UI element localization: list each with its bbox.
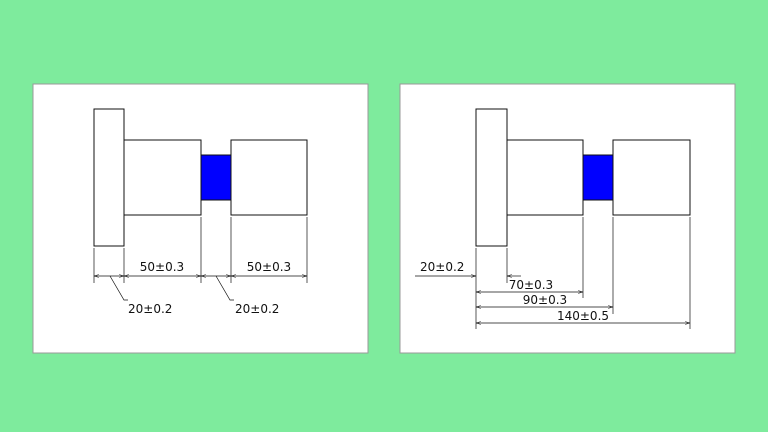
dimension-label: 50±0.3 <box>140 260 184 274</box>
left-panel: 50±0.3 50±0.3 20±0.2 20±0.2 <box>32 83 369 354</box>
spacer <box>200 154 232 201</box>
dimension-lines <box>94 276 307 301</box>
dimension-label: 20±0.2 <box>420 260 464 274</box>
dimension-label: 90±0.3 <box>523 293 567 307</box>
dimension-label: 140±0.5 <box>557 309 609 323</box>
panel <box>32 83 369 354</box>
shaft <box>612 139 691 216</box>
extension-lines <box>475 217 691 329</box>
dimension-label: 70±0.3 <box>509 278 553 292</box>
flange <box>475 108 508 247</box>
shaft <box>506 139 584 216</box>
right-panel: 20±0.2 70±0.3 90±0.3 140±0.5 <box>399 83 736 354</box>
dimension-label: 50±0.3 <box>247 260 291 274</box>
dimension-lines <box>415 276 690 323</box>
dimension-label: 20±0.2 <box>235 302 279 316</box>
shaft <box>230 139 308 216</box>
flange <box>93 108 125 247</box>
dimension-label: 20±0.2 <box>128 302 172 316</box>
shaft <box>123 139 202 216</box>
spacer <box>582 154 614 201</box>
